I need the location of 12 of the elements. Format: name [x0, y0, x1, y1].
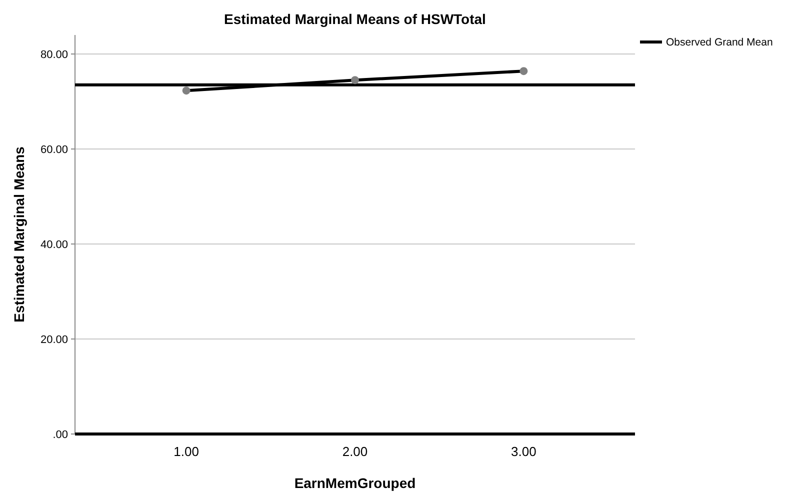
y-tick-label: 60.00 — [40, 144, 68, 156]
y-tick-label: .00 — [52, 428, 68, 441]
y-tick-label: 40.00 — [40, 238, 68, 251]
chart-title: Estimated Marginal Means of HSWTotal — [224, 11, 486, 27]
x-tick-label: 1.00 — [174, 444, 199, 459]
legend-label: Observed Grand Mean — [666, 36, 773, 49]
x-axis-title: EarnMemGrouped — [294, 475, 416, 491]
x-tick-label: 2.00 — [342, 444, 368, 459]
x-tick-label: 3.00 — [511, 444, 536, 459]
y-axis-title: Estimated Marginal Means — [11, 146, 27, 322]
y-tick-label: 20.00 — [40, 334, 68, 346]
y-tick-label: 80.00 — [40, 48, 68, 61]
